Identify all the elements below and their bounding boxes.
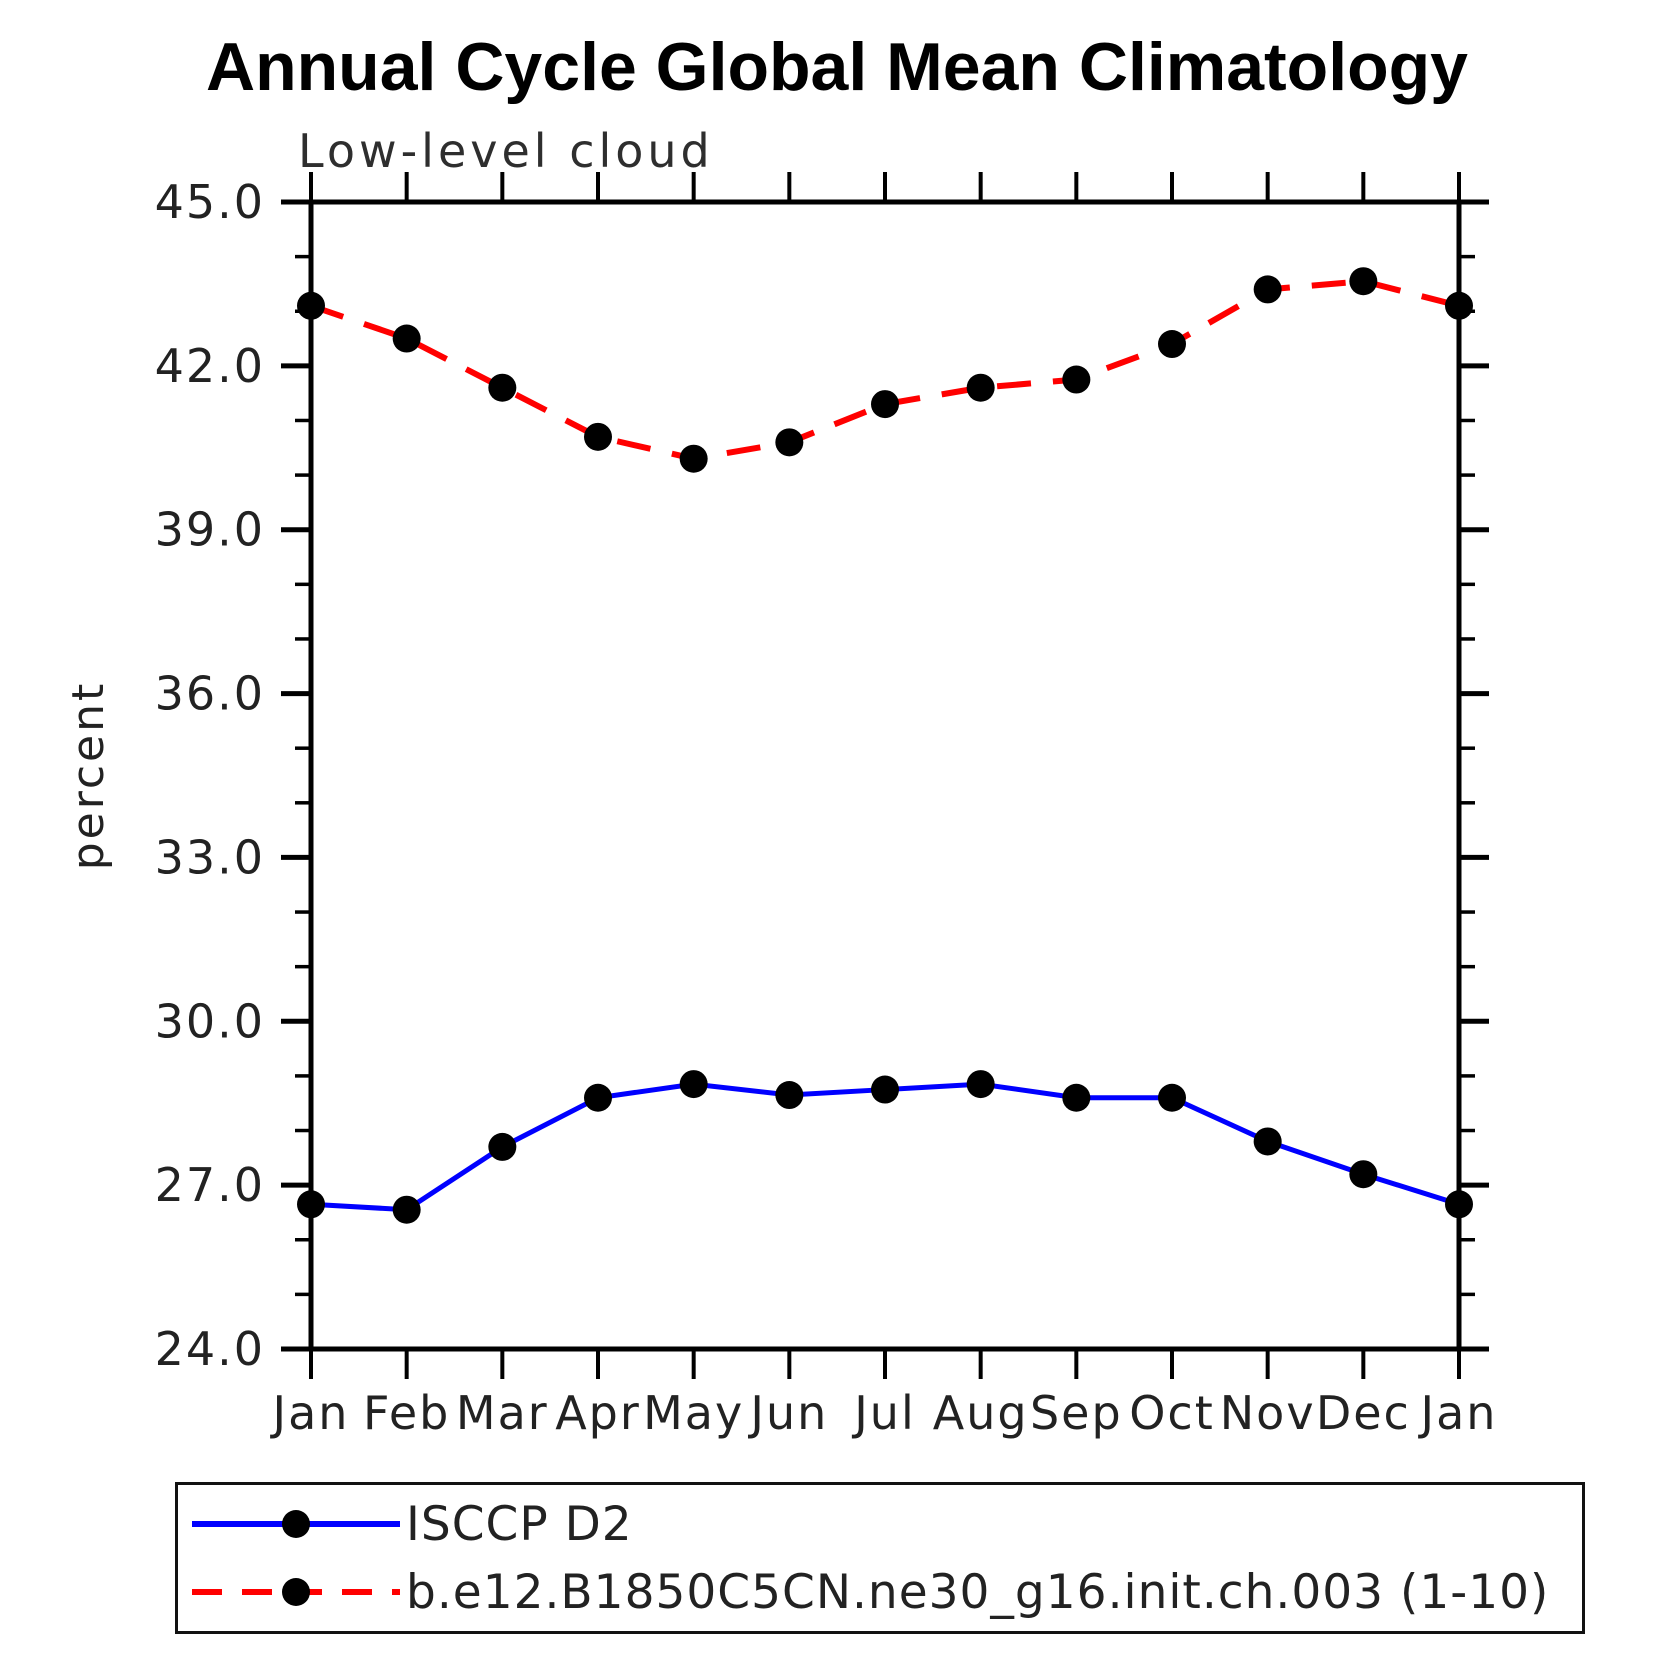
data-point-marker bbox=[392, 324, 421, 353]
legend-label: ISCCP D2 bbox=[406, 1496, 633, 1552]
data-point-marker bbox=[1445, 1190, 1473, 1219]
plot-border bbox=[308, 199, 1462, 1352]
data-point-marker bbox=[488, 373, 517, 402]
legend-item: ISCCP D2 bbox=[190, 1492, 1582, 1556]
data-point-marker bbox=[1445, 291, 1473, 320]
x-axis-month-label: Mar bbox=[456, 1386, 549, 1440]
y-axis-tick-label: 24.0 bbox=[155, 1322, 265, 1376]
data-point-marker bbox=[871, 390, 899, 419]
x-axis-month-label: Sep bbox=[1030, 1386, 1123, 1440]
data-point-marker bbox=[297, 291, 325, 320]
legend-swatch bbox=[192, 1510, 400, 1538]
legend-box: ISCCP D2 b.e12.B1850C5CN.ne30_g16.init.ch… bbox=[175, 1482, 1585, 1634]
data-point-marker bbox=[1062, 1083, 1091, 1112]
data-point-marker bbox=[1349, 267, 1378, 296]
legend-marker-sample bbox=[282, 1578, 310, 1606]
x-axis-month-label: Feb bbox=[363, 1386, 450, 1440]
y-axis-tick-label: 33.0 bbox=[155, 830, 265, 884]
series-line-model bbox=[310, 278, 1460, 462]
x-axis-month-label: Jul bbox=[851, 1386, 916, 1440]
y-axis-tick-label: 45.0 bbox=[155, 175, 265, 229]
data-point-marker bbox=[297, 1190, 325, 1219]
data-point-marker bbox=[1253, 1127, 1282, 1156]
legend-label: b.e12.B1850C5CN.ne30_g16.init.ch.003 (1-… bbox=[406, 1564, 1550, 1620]
y-axis-tick-label: 30.0 bbox=[155, 994, 265, 1048]
y-axis-tick-label: 42.0 bbox=[155, 339, 265, 393]
y-axis-tick-label: 36.0 bbox=[155, 667, 265, 721]
data-point-marker bbox=[1253, 275, 1282, 304]
chart-subtitle: Low-level cloud bbox=[298, 124, 714, 178]
data-point-marker bbox=[1158, 330, 1186, 359]
data-point-marker bbox=[966, 1070, 995, 1099]
data-point-marker bbox=[1349, 1160, 1378, 1189]
y-axis-tick-label: 27.0 bbox=[155, 1158, 265, 1212]
y-axis-title: percent bbox=[63, 681, 114, 871]
x-axis-month-label: Jun bbox=[747, 1386, 828, 1440]
data-point-marker bbox=[679, 1070, 708, 1099]
x-axis-month-label: Jan bbox=[270, 1386, 350, 1440]
x-axis-month-label: Jan bbox=[1418, 1386, 1498, 1440]
data-point-marker bbox=[1062, 365, 1091, 394]
legend-swatch bbox=[192, 1578, 400, 1606]
x-axis-month-label: Apr bbox=[555, 1386, 641, 1440]
legend-marker-sample bbox=[282, 1510, 310, 1538]
data-point-marker bbox=[1158, 1083, 1186, 1112]
x-axis-month-label: Oct bbox=[1129, 1386, 1215, 1440]
data-point-marker bbox=[679, 444, 708, 473]
chart-title: Annual Cycle Global Mean Climatology bbox=[206, 29, 1468, 105]
data-point-marker bbox=[966, 373, 995, 402]
data-point-marker bbox=[775, 1081, 804, 1110]
data-point-marker bbox=[488, 1132, 517, 1161]
y-axis-tick-label: 39.0 bbox=[155, 503, 265, 557]
x-axis-month-label: Aug bbox=[933, 1386, 1029, 1440]
data-point-marker bbox=[871, 1075, 899, 1104]
legend-item: b.e12.B1850C5CN.ne30_g16.init.ch.003 (1-… bbox=[190, 1560, 1582, 1624]
data-point-marker bbox=[392, 1195, 421, 1224]
data-point-marker bbox=[775, 428, 804, 457]
x-axis-month-label: Nov bbox=[1220, 1386, 1316, 1440]
x-axis-month-label: May bbox=[643, 1386, 744, 1440]
data-point-marker bbox=[584, 422, 612, 451]
x-axis-month-label: Dec bbox=[1316, 1386, 1411, 1440]
data-point-marker bbox=[584, 1083, 612, 1112]
